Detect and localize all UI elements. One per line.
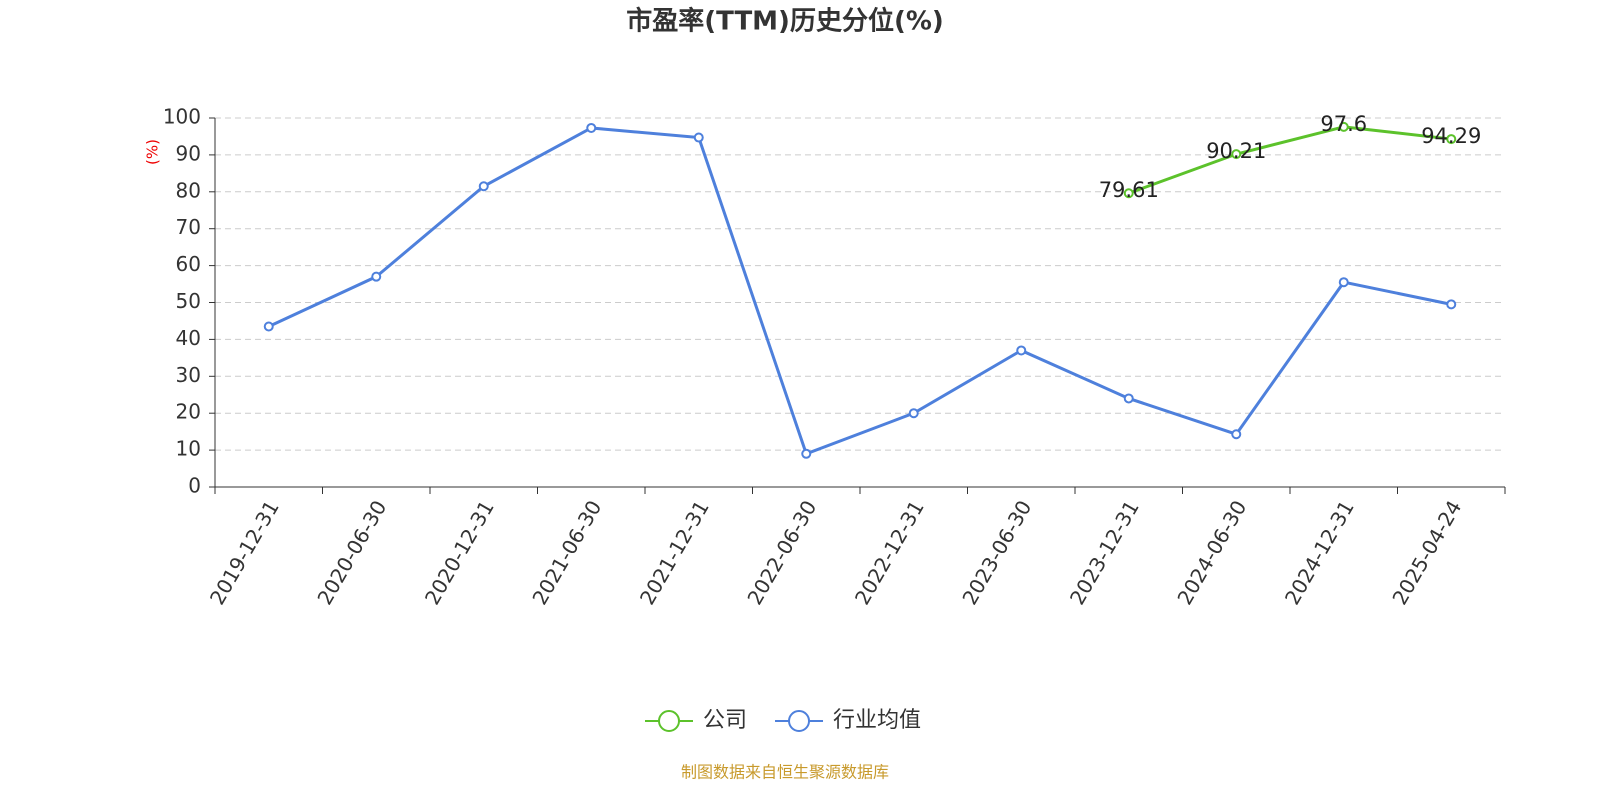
source-note: 制图数据来自恒生聚源数据库	[681, 763, 889, 782]
x-tick-label: 2019-12-31	[205, 496, 284, 609]
legend-marker	[788, 710, 811, 732]
y-tick-label: 90	[176, 141, 201, 165]
data-point	[371, 271, 382, 282]
legend-marker	[658, 710, 680, 732]
x-tick-label: 2022-06-30	[742, 496, 821, 609]
data-label: 90.21	[1206, 139, 1266, 163]
x-tick-label: 2021-12-31	[635, 496, 714, 609]
data-point	[1446, 134, 1457, 145]
x-tick-label: 2025-04-24	[1387, 496, 1466, 609]
data-point	[1123, 393, 1134, 404]
data-point	[1016, 345, 1027, 356]
data-point	[1446, 299, 1457, 310]
legend-label: 行业均值	[833, 708, 921, 733]
y-tick-label: 80	[176, 178, 201, 202]
x-tick-label: 2024-12-31	[1280, 496, 1359, 609]
x-tick-label: 2023-06-30	[957, 496, 1036, 609]
data-point	[1338, 121, 1349, 132]
data-point	[801, 448, 812, 459]
y-tick-label: 20	[176, 400, 201, 424]
x-tick-label: 2022-12-31	[850, 496, 929, 609]
y-tick-label: 70	[176, 215, 201, 239]
x-tick-label: 2024-06-30	[1172, 496, 1251, 609]
y-tick-label: 0	[188, 474, 201, 498]
data-label: 97.6	[1320, 112, 1367, 136]
data-point	[478, 181, 489, 192]
data-label: 79.61	[1099, 178, 1159, 202]
y-tick-label: 60	[176, 252, 201, 276]
x-tick-label: 2021-06-30	[527, 496, 606, 609]
data-label: 94.29	[1421, 124, 1481, 148]
chart-title: 市盈率(TTM)历史分位(%)	[626, 6, 944, 37]
x-tick-label: 2020-12-31	[420, 496, 499, 609]
y-axis-label: (%)	[144, 139, 162, 165]
data-point	[586, 122, 597, 133]
x-tick-label: 2020-06-30	[312, 496, 391, 609]
data-point	[693, 132, 704, 143]
data-point	[1231, 149, 1242, 160]
data-point	[1123, 188, 1134, 199]
data-point	[1231, 429, 1242, 440]
legend-label: 公司	[703, 708, 747, 733]
y-tick-label: 100	[163, 105, 201, 129]
data-point	[263, 321, 274, 332]
y-tick-label: 40	[176, 326, 201, 350]
series-line	[268, 126, 1452, 456]
y-tick-label: 50	[176, 289, 201, 313]
data-point	[908, 408, 919, 419]
y-tick-label: 30	[176, 363, 201, 387]
series-line	[1128, 125, 1452, 195]
x-tick-label: 2023-12-31	[1065, 496, 1144, 609]
data-point	[1338, 277, 1349, 288]
y-tick-label: 10	[176, 437, 201, 461]
